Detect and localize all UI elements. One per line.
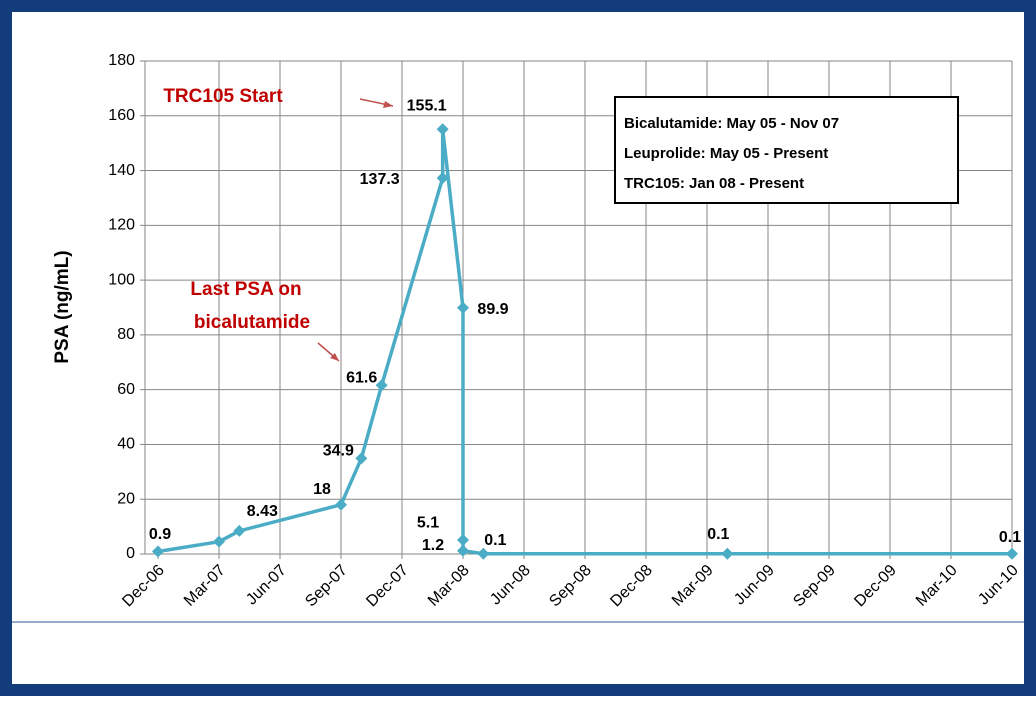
data-point bbox=[721, 547, 734, 560]
data-label: 155.1 bbox=[407, 97, 447, 114]
data-point bbox=[457, 544, 469, 557]
data-point bbox=[477, 547, 490, 560]
data-label: 1.2 bbox=[422, 537, 444, 554]
data-label: 0.1 bbox=[707, 526, 729, 543]
y-tick-label: 160 bbox=[108, 107, 135, 124]
data-point bbox=[375, 379, 388, 392]
y-tick-label: 180 bbox=[108, 52, 135, 69]
data-label: 61.6 bbox=[346, 370, 377, 387]
data-point bbox=[233, 524, 246, 537]
y-tick-label: 40 bbox=[117, 436, 135, 453]
y-tick-label: 80 bbox=[117, 326, 135, 343]
y-tick-label: 100 bbox=[108, 271, 135, 288]
data-point bbox=[436, 171, 449, 184]
data-point bbox=[1006, 547, 1018, 560]
annotation: Last PSA on bbox=[190, 279, 301, 300]
legend-text: Leuprolide: May 05 - Present bbox=[624, 145, 828, 162]
data-point bbox=[457, 534, 469, 547]
data-point bbox=[436, 123, 449, 136]
data-point bbox=[213, 535, 225, 548]
annotation-arrowhead bbox=[330, 353, 339, 361]
y-tick-label: 120 bbox=[108, 217, 135, 234]
data-label: 0.1 bbox=[484, 532, 506, 549]
annotation: bicalutamide bbox=[194, 312, 310, 333]
y-tick-label: 0 bbox=[126, 545, 135, 562]
legend-text: TRC105: Jan 08 - Present bbox=[624, 175, 804, 192]
data-point bbox=[335, 498, 347, 511]
annotation: TRC105 Start bbox=[163, 86, 283, 107]
data-label: 0.1 bbox=[999, 529, 1021, 546]
y-tick-label: 60 bbox=[117, 381, 135, 398]
data-point bbox=[457, 301, 469, 314]
data-label: 18 bbox=[313, 481, 331, 498]
y-tick-label: 140 bbox=[108, 162, 135, 179]
data-label: 34.9 bbox=[323, 443, 354, 460]
data-label: 137.3 bbox=[360, 171, 400, 188]
y-axis-label: PSA (ng/mL) bbox=[52, 250, 73, 363]
data-label: 5.1 bbox=[417, 514, 439, 531]
data-label: 89.9 bbox=[477, 301, 508, 318]
data-point bbox=[355, 452, 368, 465]
annotation-arrowhead bbox=[383, 101, 393, 108]
legend-box bbox=[614, 96, 959, 204]
data-label: 8.43 bbox=[247, 503, 278, 520]
data-point bbox=[152, 545, 164, 558]
data-label: 0.9 bbox=[149, 526, 171, 543]
y-tick-label: 20 bbox=[117, 490, 135, 507]
legend-text: Bicalutamide: May 05 - Nov 07 bbox=[624, 115, 839, 132]
